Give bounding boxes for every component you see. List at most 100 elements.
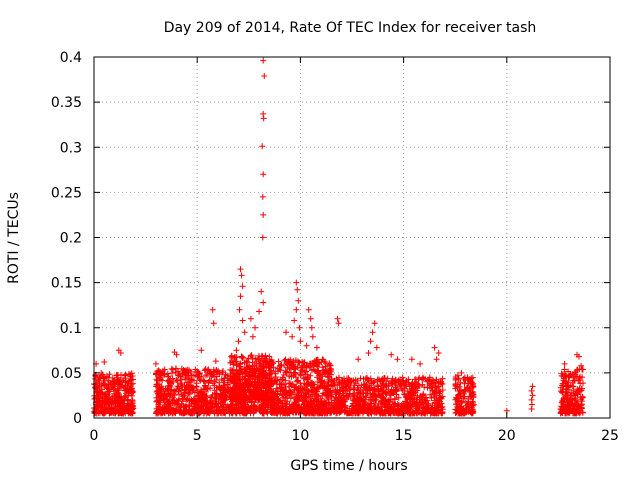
data-point-marker: [236, 389, 243, 396]
data-point-marker: [113, 409, 120, 415]
data-point-marker: [250, 386, 257, 393]
data-point-marker: [227, 371, 234, 377]
y-tick-label: 0.15: [51, 276, 82, 292]
data-point-marker: [213, 391, 220, 398]
data-point-marker: [232, 396, 239, 402]
data-point-marker: [189, 387, 196, 394]
data-point-marker: [205, 409, 212, 416]
data-point-marker: [182, 389, 189, 396]
data-point-marker: [114, 374, 121, 381]
data-point-marker: [178, 409, 184, 416]
data-point-marker: [164, 405, 171, 412]
data-point-marker: [166, 398, 173, 404]
y-tick-label: 0: [73, 411, 82, 427]
data-point-marker: [293, 279, 300, 286]
data-point-marker: [198, 347, 205, 354]
data-point-marker: [202, 395, 209, 401]
y-tick-label: 0.1: [60, 321, 82, 337]
data-point-marker: [260, 299, 267, 306]
data-point-marker: [186, 367, 193, 374]
data-point-marker: [255, 355, 261, 362]
data-point-marker: [98, 383, 105, 389]
data-point-marker: [217, 386, 223, 393]
data-point-marker: [97, 374, 104, 381]
data-point-marker: [234, 379, 241, 386]
data-point-marker: [94, 394, 101, 401]
data-point-marker: [242, 409, 249, 416]
data-point-marker: [433, 356, 440, 363]
data-point-marker: [251, 402, 258, 409]
data-point-marker: [365, 350, 372, 356]
data-point-marker: [244, 377, 251, 384]
data-point-marker: [241, 359, 248, 366]
data-point-marker: [212, 400, 219, 407]
data-point-marker: [122, 410, 129, 417]
data-point-marker: [212, 358, 219, 365]
data-point-marker: [229, 389, 236, 396]
data-point-marker: [199, 402, 205, 409]
data-point-marker: [296, 324, 303, 331]
data-point-marker: [182, 374, 189, 381]
data-point-marker: [200, 377, 207, 384]
data-point-marker: [160, 388, 167, 395]
data-point-marker: [373, 344, 380, 351]
data-point-marker: [195, 395, 202, 402]
data-point-marker: [367, 338, 374, 345]
data-point-marker: [219, 404, 226, 411]
data-point-marker: [243, 364, 250, 371]
data-point-marker: [289, 333, 296, 340]
data-point-marker: [174, 400, 181, 407]
data-point-marker: [108, 405, 115, 412]
data-point-marker: [101, 377, 108, 384]
data-point-marker: [272, 374, 279, 380]
y-axis-label: ROTI / TECUs: [6, 192, 22, 284]
data-point-marker: [247, 381, 254, 388]
data-point-marker: [431, 344, 438, 351]
data-point-marker: [247, 392, 254, 399]
data-point-marker: [291, 317, 298, 324]
data-point-marker: [224, 407, 231, 414]
data-point-marker: [155, 401, 162, 408]
data-point-marker: [313, 344, 320, 351]
data-point-marker: [252, 355, 259, 362]
data-point-marker: [177, 380, 184, 386]
x-tick-label: 25: [601, 428, 619, 444]
data-point-marker: [233, 347, 240, 354]
data-point-marker: [228, 401, 235, 408]
data-point-marker: [314, 363, 321, 370]
data-point-marker: [173, 377, 180, 383]
data-point-marker: [176, 391, 182, 398]
data-point-marker: [157, 374, 164, 381]
data-point-marker: [117, 382, 124, 389]
data-point-marker: [103, 374, 110, 381]
data-point-marker: [184, 382, 190, 389]
data-point-marker: [408, 356, 415, 363]
data-point-marker: [157, 396, 164, 403]
plot-frame: [93, 56, 611, 419]
data-point-marker: [167, 391, 174, 397]
data-point-marker: [258, 288, 265, 295]
data-point-marker: [229, 354, 235, 361]
data-point-marker: [106, 409, 113, 416]
data-point-marker: [154, 377, 161, 384]
data-point-marker: [320, 356, 327, 363]
data-point-marker: [127, 385, 134, 392]
data-point-marker: [248, 375, 254, 382]
data-point-marker: [266, 353, 273, 360]
data-point-marker: [256, 308, 263, 315]
data-point-marker: [161, 366, 168, 373]
data-point-marker: [106, 371, 113, 378]
data-point-marker: [235, 375, 242, 382]
data-point-marker: [129, 403, 136, 410]
data-point-marker: [118, 409, 125, 416]
data-point-marker: [211, 373, 218, 380]
data-point-marker: [195, 373, 201, 379]
data-point-marker: [206, 377, 213, 384]
data-point-marker: [116, 379, 123, 386]
data-point-marker: [99, 409, 106, 416]
data-point-marker: [116, 399, 123, 406]
data-point-marker: [169, 396, 176, 403]
data-point-marker: [118, 383, 125, 390]
data-point-marker: [105, 381, 112, 387]
data-point-marker: [124, 397, 131, 403]
